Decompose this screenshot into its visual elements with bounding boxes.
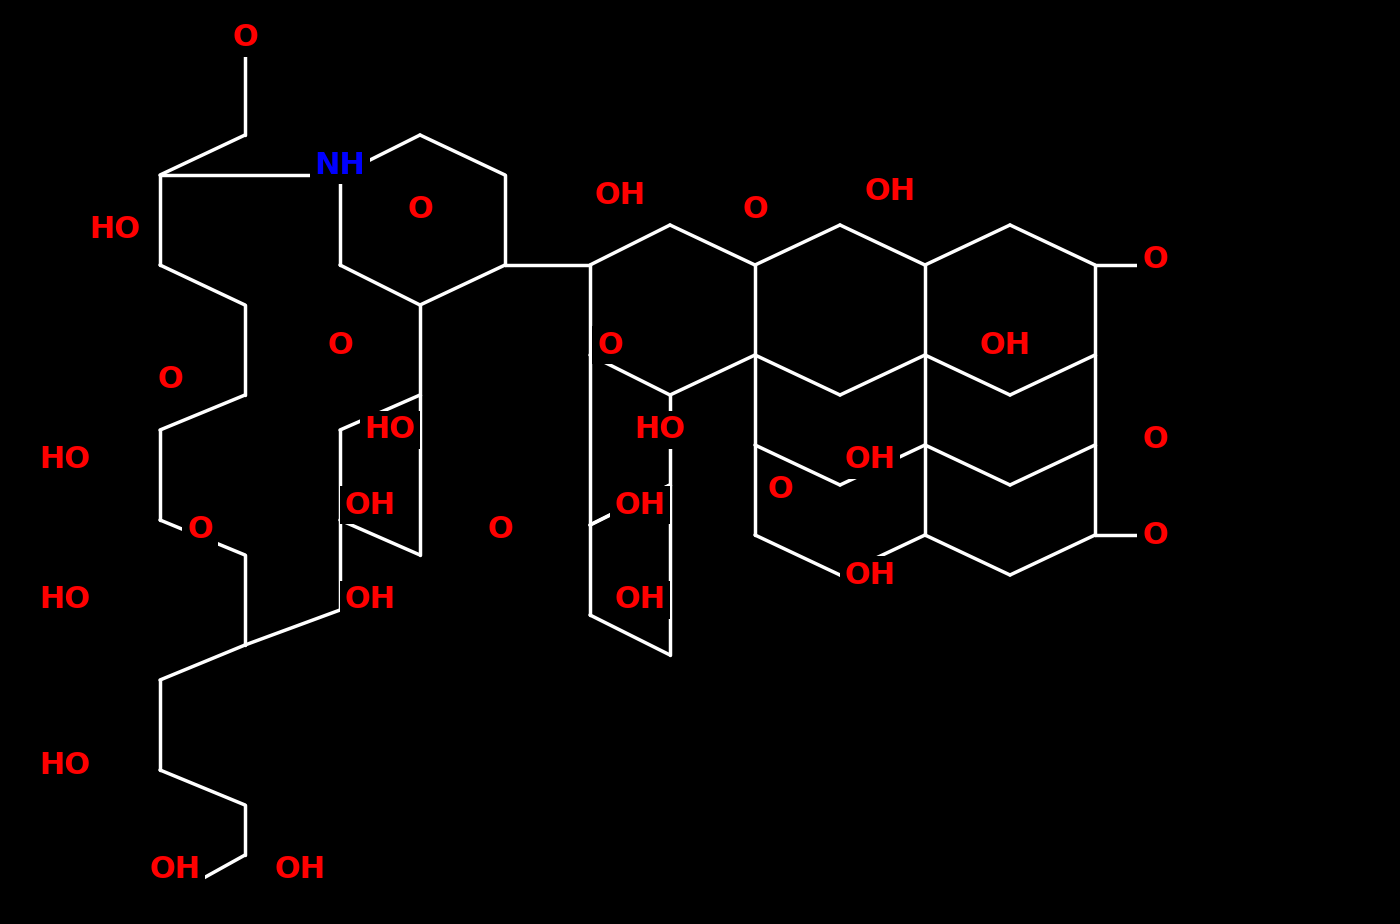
Text: OH: OH (980, 331, 1030, 359)
Text: OH: OH (595, 180, 645, 210)
Text: HO: HO (634, 416, 686, 444)
Text: O: O (232, 23, 258, 53)
Text: O: O (188, 516, 213, 544)
Text: O: O (407, 196, 433, 225)
Text: HO: HO (39, 586, 91, 614)
Text: O: O (1142, 246, 1168, 274)
Text: HO: HO (39, 445, 91, 475)
Text: O: O (157, 366, 183, 395)
Text: OH: OH (864, 177, 916, 206)
Text: O: O (742, 196, 769, 225)
Text: O: O (487, 516, 512, 544)
Text: OH: OH (344, 586, 396, 614)
Text: HO: HO (364, 416, 416, 444)
Text: OH: OH (844, 561, 896, 590)
Text: OH: OH (615, 491, 665, 519)
Text: OH: OH (344, 491, 396, 519)
Text: HO: HO (90, 215, 140, 245)
Text: OH: OH (150, 856, 200, 884)
Text: O: O (1142, 520, 1168, 550)
Text: OH: OH (274, 856, 326, 884)
Text: NH: NH (315, 151, 365, 179)
Text: HO: HO (39, 750, 91, 780)
Text: O: O (328, 331, 353, 359)
Text: O: O (596, 331, 623, 359)
Text: OH: OH (615, 586, 665, 614)
Text: O: O (1142, 425, 1168, 455)
Text: OH: OH (844, 445, 896, 475)
Text: O: O (767, 476, 792, 505)
